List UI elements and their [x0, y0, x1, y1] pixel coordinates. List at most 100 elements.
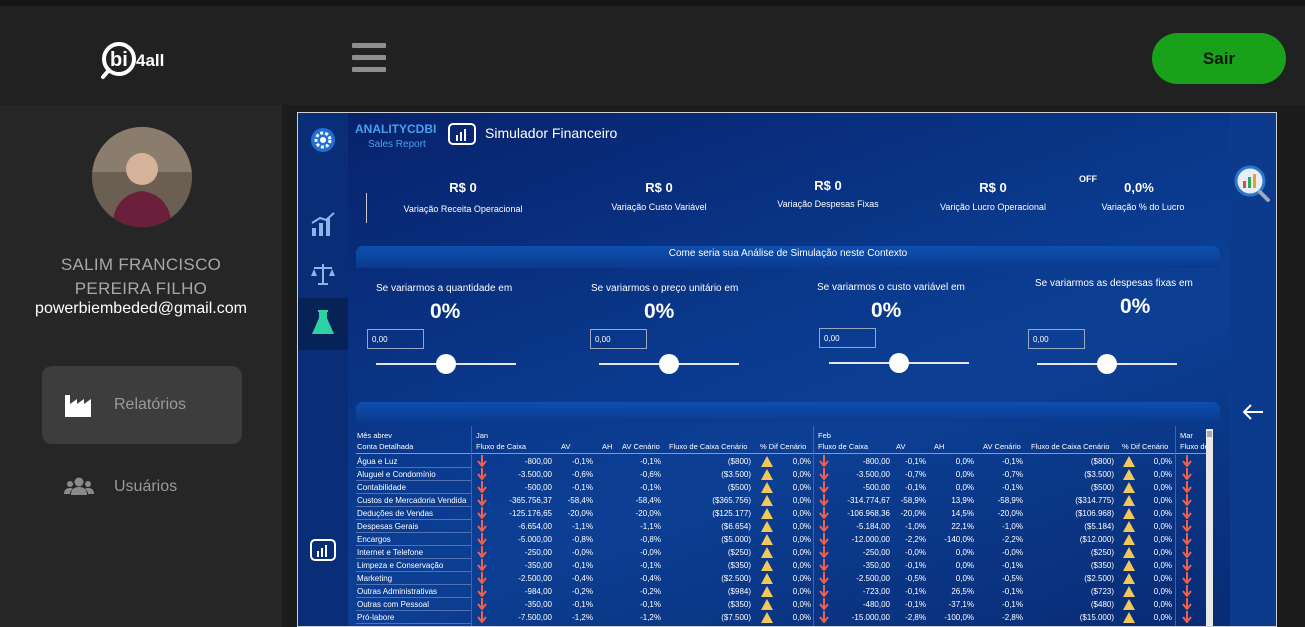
jan-col-1: -58,4%: [567, 496, 593, 505]
arrow-left-icon[interactable]: [1242, 403, 1264, 421]
feb-col-2: 0,0%: [955, 561, 974, 570]
jan-col-0: -350,00: [524, 600, 552, 609]
table-row: Internet e Telefone -250,00 -0,0% -0,0% ($25…: [356, 546, 1214, 559]
feb-col-1: -0,1%: [905, 587, 926, 596]
slider-thumb[interactable]: [1097, 354, 1117, 374]
sidebar-item-relatorios[interactable]: Relatórios: [42, 366, 242, 444]
sim-custo-slider[interactable]: [829, 353, 969, 373]
feb-col-2: -140,0%: [944, 535, 974, 544]
warning-triangle-icon: [1123, 612, 1135, 623]
warning-triangle-icon: [1123, 586, 1135, 597]
feb-col-2: 0,0%: [955, 574, 974, 583]
feb-col-3: -58,9%: [997, 496, 1023, 505]
feb-col-5: 0,0%: [1153, 548, 1172, 557]
jan-col-3: -0,1%: [640, 483, 661, 492]
jan-col-0: -2.500,00: [518, 574, 552, 583]
jan-col-5: 0,0%: [792, 600, 811, 609]
feb-col-1: -0,1%: [905, 600, 926, 609]
flask-icon[interactable]: [310, 309, 336, 337]
arrow-down-icon: [1182, 455, 1192, 467]
account-name: Internet e Telefone: [357, 548, 424, 557]
warning-triangle-icon: [1123, 495, 1135, 506]
slider-thumb[interactable]: [659, 354, 679, 374]
feb-col-1: -0,7%: [905, 470, 926, 479]
feb-col-5: 0,0%: [1153, 587, 1172, 596]
sim-preco-label: Se variarmos o preço unitário em: [591, 283, 739, 294]
jan-col-5: 0,0%: [792, 483, 811, 492]
jan-col-4: ($365.756): [712, 496, 751, 505]
bi4all-logo[interactable]: bi 4all: [100, 36, 190, 80]
warning-triangle-icon: [1123, 599, 1135, 610]
feb-col-3: -0,7%: [1002, 470, 1023, 479]
feb-col-2: 14,5%: [951, 509, 974, 518]
sim-quantidade-input[interactable]: [367, 329, 424, 349]
sim-preco-input[interactable]: [590, 329, 647, 349]
logout-button[interactable]: Sair: [1152, 33, 1286, 84]
col-feb-fluxo-cenario: Fluxo de Caixa Cenário: [1031, 442, 1110, 451]
sim-custo-input[interactable]: [819, 328, 876, 348]
arrow-down-icon: [1182, 559, 1192, 571]
jan-col-3: -0,1%: [640, 457, 661, 466]
off-toggle[interactable]: OFF: [1079, 174, 1097, 184]
warning-triangle-icon: [1123, 547, 1135, 558]
feb-col-0: -12.000,00: [851, 535, 890, 544]
feb-col-3: -1,0%: [1002, 522, 1023, 531]
col-jan-dif: % Dif Cenário: [760, 442, 807, 451]
hamburger-icon[interactable]: [352, 43, 386, 73]
table-scrollbar[interactable]: [1206, 429, 1213, 626]
feb-col-2: -100,0%: [944, 613, 974, 622]
slider-thumb[interactable]: [436, 354, 456, 374]
feb-col-4: ($250): [1090, 548, 1114, 557]
feb-col-0: -500,00: [862, 483, 890, 492]
report-brand-subtitle: Sales Report: [368, 139, 426, 150]
report-brand: ANALITYCDBI: [355, 122, 437, 136]
feb-col-1: -2,2%: [905, 535, 926, 544]
arrow-down-icon: [1182, 481, 1192, 493]
sim-quantidade-slider[interactable]: [376, 354, 516, 374]
jan-col-5: 0,0%: [792, 613, 811, 622]
feb-col-2: 26,5%: [951, 587, 974, 596]
jan-col-1: -0,6%: [572, 470, 593, 479]
month-header-jan: Jan: [476, 431, 489, 440]
warning-triangle-icon: [761, 495, 773, 506]
report-icon[interactable]: [310, 539, 336, 563]
row-header-top: Mês abrev: [357, 431, 393, 440]
sidebar-item-usuarios[interactable]: Usuários: [42, 448, 242, 526]
kpi-lucro-value: R$ 0: [979, 180, 1007, 195]
arrow-down-icon: [819, 598, 829, 610]
jan-col-0: -500,00: [524, 483, 552, 492]
feb-col-4: ($800): [1090, 457, 1114, 466]
jan-col-4: ($500): [727, 483, 751, 492]
jan-col-5: 0,0%: [792, 561, 811, 570]
magnifier-chart-icon[interactable]: [1234, 165, 1272, 203]
feb-col-2: 22,1%: [951, 522, 974, 531]
cashflow-table: Mês abrev Conta Detalhada Jan Feb Mar Fl…: [356, 426, 1214, 626]
gear-icon[interactable]: [310, 127, 336, 153]
warning-triangle-icon: [1123, 521, 1135, 532]
user-name: SALIM FRANCISCO PEREIRA FILHO: [60, 255, 222, 298]
arrow-down-icon: [1182, 585, 1192, 597]
table-row: Pró-labore -7.500,00 -1,2% -1,2% ($7.500) 0,0…: [356, 611, 1214, 624]
bar-chart-icon[interactable]: [310, 211, 336, 237]
slider-thumb[interactable]: [889, 353, 909, 373]
sim-preco-slider[interactable]: [599, 354, 739, 374]
feb-col-3: -0,0%: [1002, 548, 1023, 557]
account-name: Aluguel e Condomínio: [357, 470, 436, 479]
feb-col-0: -2.500,00: [856, 574, 890, 583]
jan-col-1: -0,4%: [572, 574, 593, 583]
kpi-lucro-label: Varição Lucro Operacional: [940, 202, 1046, 212]
jan-col-0: -984,00: [524, 587, 552, 596]
jan-col-4: ($3.500): [721, 470, 751, 479]
account-name: Limpeza e Conservação: [357, 561, 444, 570]
account-name: Marketing: [357, 574, 393, 583]
arrow-down-icon: [1182, 611, 1192, 623]
account-name: Outras Administrativas: [357, 587, 438, 596]
sim-despesas-input[interactable]: [1028, 329, 1085, 349]
col-mar-fluxo: Fluxo de: [1180, 442, 1209, 451]
sim-custo-pct: 0%: [871, 299, 902, 322]
sim-despesas-slider[interactable]: [1037, 354, 1177, 374]
jan-col-1: -1,2%: [572, 613, 593, 622]
table-row: Outras Administrativas -984,00 -0,2% -0,2% (…: [356, 585, 1214, 598]
balance-scale-icon[interactable]: [310, 261, 336, 287]
jan-col-5: 0,0%: [792, 496, 811, 505]
